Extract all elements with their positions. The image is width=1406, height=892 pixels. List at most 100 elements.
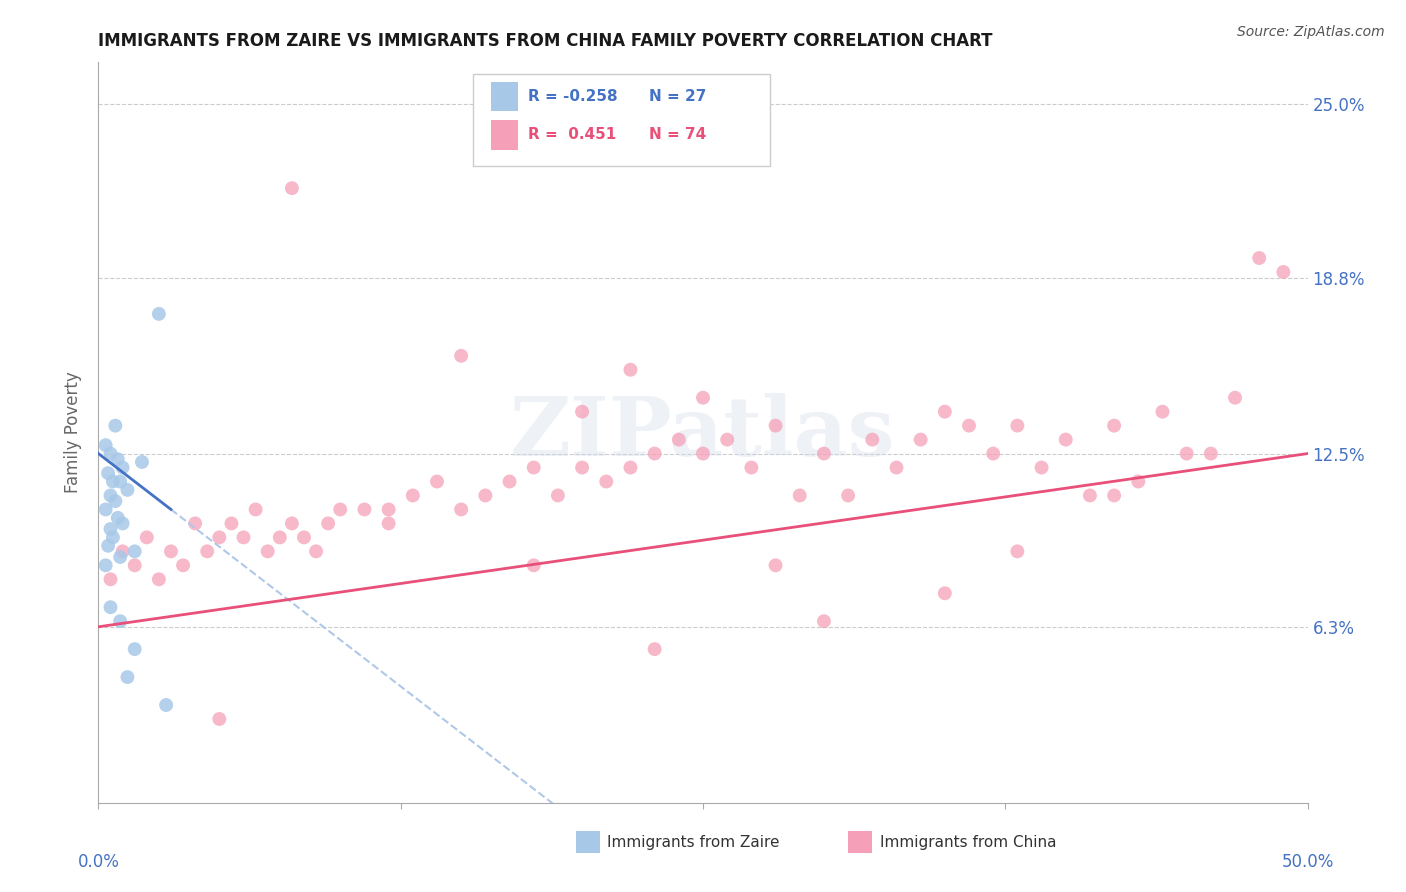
Point (934, 405, 956, 419)
Point (100, 600, 122, 615)
Point (426, 475, 449, 489)
Point (117, 670, 139, 684)
Point (1007, 418, 1029, 433)
Point (353, 502, 375, 516)
Point (108, 475, 131, 489)
Point (934, 586, 956, 600)
Point (813, 446, 835, 460)
Point (837, 488, 859, 502)
Point (571, 405, 593, 419)
Y-axis label: Family Poverty: Family Poverty (65, 372, 83, 493)
Point (135, 530, 157, 544)
Point (692, 446, 714, 460)
Point (619, 460, 641, 475)
Point (740, 460, 762, 475)
Point (107, 511, 129, 525)
Point (402, 488, 425, 502)
Point (256, 544, 278, 558)
Point (644, 642, 666, 657)
Text: IMMIGRANTS FROM ZAIRE VS IMMIGRANTS FROM CHINA FAMILY POVERTY CORRELATION CHART: IMMIGRANTS FROM ZAIRE VS IMMIGRANTS FROM… (98, 32, 993, 50)
Point (860, 433, 883, 447)
Text: Immigrants from China: Immigrants from China (880, 835, 1056, 849)
Point (1054, 433, 1077, 447)
Point (1007, 544, 1029, 558)
Point (1078, 488, 1101, 502)
Point (160, 544, 183, 558)
Point (232, 530, 254, 544)
Point (117, 483, 139, 497)
Point (107, 452, 129, 467)
Point (1249, 251, 1271, 265)
Point (97, 539, 120, 553)
Point (316, 516, 339, 531)
Point (523, 558, 546, 573)
Bar (492, 82, 517, 112)
Point (474, 488, 496, 502)
Text: N = 27: N = 27 (648, 89, 706, 104)
FancyBboxPatch shape (474, 73, 769, 166)
Point (97, 466, 120, 480)
Point (450, 502, 472, 516)
Point (100, 488, 122, 502)
Point (111, 544, 134, 558)
Point (668, 433, 690, 447)
Point (124, 558, 146, 573)
Point (221, 516, 243, 531)
Point (100, 446, 122, 460)
Point (1272, 265, 1295, 279)
Point (377, 502, 399, 516)
Point (245, 502, 267, 516)
Point (101, 530, 124, 544)
Point (100, 572, 122, 586)
Text: 0.0%: 0.0% (77, 853, 120, 871)
Point (1175, 446, 1198, 460)
Point (789, 488, 811, 502)
Point (547, 488, 569, 502)
Point (124, 642, 146, 657)
Point (498, 475, 520, 489)
Point (269, 530, 291, 544)
Point (765, 558, 787, 573)
Point (101, 475, 124, 489)
Point (184, 516, 207, 531)
Point (644, 446, 666, 460)
Point (692, 391, 714, 405)
Point (1102, 488, 1125, 502)
Point (813, 614, 835, 628)
Bar (576, 831, 600, 853)
Point (124, 544, 146, 558)
Point (450, 349, 472, 363)
Point (1102, 418, 1125, 433)
Point (111, 516, 134, 531)
Point (94, 438, 117, 452)
Point (292, 530, 315, 544)
Text: R = -0.258: R = -0.258 (527, 89, 617, 104)
Point (108, 614, 131, 628)
Point (104, 494, 127, 508)
Point (148, 307, 170, 321)
Point (765, 418, 787, 433)
Point (1152, 405, 1174, 419)
Point (281, 181, 304, 195)
Point (523, 460, 546, 475)
Point (108, 549, 131, 564)
Point (886, 460, 908, 475)
Point (571, 460, 593, 475)
Bar (848, 831, 872, 853)
Point (104, 418, 127, 433)
Point (281, 516, 304, 531)
Text: Source: ZipAtlas.com: Source: ZipAtlas.com (1237, 25, 1385, 39)
Point (305, 544, 328, 558)
Text: R =  0.451: R = 0.451 (527, 128, 616, 143)
Text: Immigrants from Zaire: Immigrants from Zaire (607, 835, 780, 849)
Point (716, 433, 738, 447)
Point (195, 544, 218, 558)
Bar (492, 120, 517, 150)
Point (111, 460, 134, 475)
Point (1031, 460, 1053, 475)
Point (155, 698, 177, 712)
Point (94, 502, 117, 516)
Text: ZIPatlas: ZIPatlas (510, 392, 896, 473)
Point (377, 516, 399, 531)
Point (131, 455, 153, 469)
